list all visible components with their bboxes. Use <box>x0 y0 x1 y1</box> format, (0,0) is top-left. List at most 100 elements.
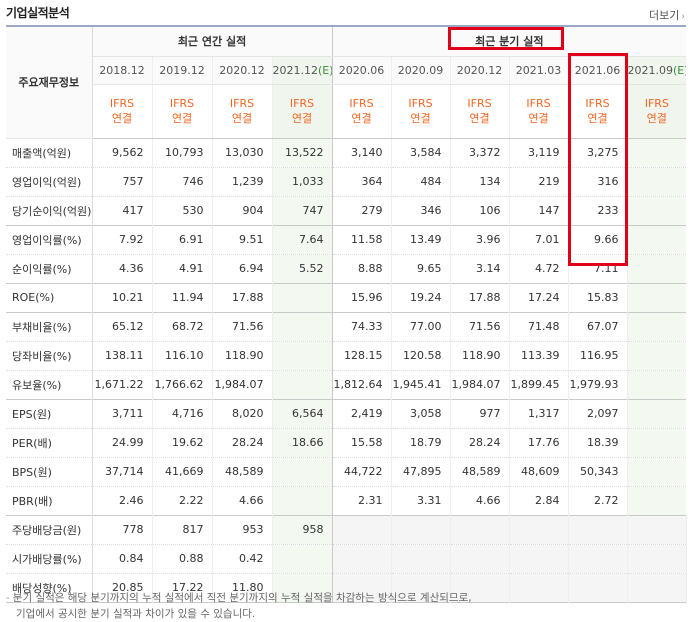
quarter-cell: 9.66 <box>568 224 628 255</box>
ifrs-badge: IFRS 연결 <box>272 84 333 139</box>
annual-cell: 417 <box>92 196 153 226</box>
ifrs-badge: IFRS 연결 <box>332 84 392 139</box>
quarter-cell: 47,895 <box>391 457 451 487</box>
annual-cell: 4,716 <box>152 398 213 429</box>
ifrs-badge: IFRS 연결 <box>391 84 451 139</box>
row-label: 시가배당률(%) <box>6 544 93 574</box>
quarter-period-5: 2021.09(E) <box>627 56 687 85</box>
row-label: 당기순이익(억원) <box>6 196 93 226</box>
table-row: 영업이익(억원) 757 746 1,239 1,033 364 484 134 219 316 <box>6 167 687 197</box>
table-row: PBR(배) 2.46 2.22 4.66 2.31 3.31 4.66 2.84 2.72 <box>6 486 687 516</box>
quarter-cell: 8.88 <box>332 254 392 284</box>
quarter-cell: 71.48 <box>509 311 569 342</box>
quarter-cell: 2,419 <box>332 398 392 429</box>
annual-cell: 747 <box>272 196 333 226</box>
table-row: 유보율(%) 1,671.22 1,766.62 1,984.07 1,812.64 1,… <box>6 370 687 400</box>
quarter-cell <box>627 486 687 516</box>
quarter-cell <box>627 428 687 458</box>
quarter-cell <box>627 573 687 603</box>
annual-cell <box>272 544 333 574</box>
quarter-cell: 484 <box>391 167 451 197</box>
footnote-line1: 분기 실적은 해당 분기까지의 누적 실적에서 직전 분기까지의 누적 실적을 … <box>12 592 472 604</box>
annual-cell: 6.91 <box>152 224 213 255</box>
quarter-cell <box>509 514 569 545</box>
quarter-cell <box>509 544 569 574</box>
quarter-cell: 4.66 <box>450 486 510 516</box>
annual-cell: 4.91 <box>152 254 213 284</box>
quarter-cell: 17.24 <box>509 282 569 313</box>
quarter-cell: 3,140 <box>332 138 392 168</box>
quarter-cell: 18.39 <box>568 428 628 458</box>
quarter-cell: 1,945.41 <box>391 370 451 400</box>
quarter-cell <box>332 544 392 574</box>
quarter-cell <box>627 282 687 313</box>
annual-cell: 817 <box>152 514 213 545</box>
annual-cell: 2.46 <box>92 486 153 516</box>
quarter-cell <box>627 370 687 400</box>
row-label: 매출액(억원) <box>6 138 93 168</box>
table-row: 주당배당금(원) 778 817 953 958 <box>6 514 687 545</box>
quarter-cell <box>568 544 628 574</box>
quarter-cell: 15.58 <box>332 428 392 458</box>
annual-cell: 28.24 <box>212 428 273 458</box>
quarter-cell <box>568 573 628 603</box>
annual-period-0: 2018.12 <box>92 56 153 85</box>
annual-cell: 757 <box>92 167 153 197</box>
more-link[interactable]: 더보기 › <box>649 7 685 23</box>
quarter-cell: 134 <box>450 167 510 197</box>
row-label: 주당배당금(원) <box>6 514 93 545</box>
footnote: - 분기 실적은 해당 분기까지의 누적 실적에서 직전 분기까지의 누적 실적을… <box>6 590 472 622</box>
annual-cell <box>272 573 333 603</box>
quarter-cell: 2.31 <box>332 486 392 516</box>
row-label: EPS(원) <box>6 398 93 429</box>
table-row: 시가배당률(%) 0.84 0.88 0.42 <box>6 544 687 574</box>
quarter-cell <box>627 341 687 371</box>
quarter-cell: 4.72 <box>509 254 569 284</box>
quarter-highlight-box <box>448 27 564 50</box>
annual-cell: 904 <box>212 196 273 226</box>
quarter-cell: 346 <box>391 196 451 226</box>
quarter-cell <box>627 398 687 429</box>
quarter-period-2: 2020.12 <box>450 56 510 85</box>
row-header-label: 주요재무정보 <box>6 26 93 139</box>
quarter-group-header: 최근 분기 실적 <box>332 26 687 57</box>
ifrs-badge: IFRS 연결 <box>92 84 153 139</box>
quarter-cell: 116.95 <box>568 341 628 371</box>
row-label: 순이익률(%) <box>6 254 93 284</box>
annual-cell <box>272 341 333 371</box>
quarter-cell: 9.65 <box>391 254 451 284</box>
quarter-cell: 113.39 <box>509 341 569 371</box>
annual-cell: 0.88 <box>152 544 213 574</box>
ifrs-badge: IFRS 연결 <box>212 84 273 139</box>
table-row: 영업이익률(%) 7.92 6.91 9.51 7.64 11.58 13.49 3.96 7.… <box>6 224 687 255</box>
table-row: BPS(원) 37,714 41,669 48,589 44,722 47,895 48,5… <box>6 457 687 487</box>
annual-cell: 0.84 <box>92 544 153 574</box>
annual-cell: 116.10 <box>152 341 213 371</box>
annual-cell: 37,714 <box>92 457 153 487</box>
annual-cell: 13,522 <box>272 138 333 168</box>
annual-cell: 1,033 <box>272 167 333 197</box>
row-label: 당좌비율(%) <box>6 341 93 371</box>
table-row: 부채비율(%) 65.12 68.72 71.56 74.33 77.00 71.56 71.… <box>6 311 687 342</box>
chevron-right-icon: › <box>681 12 685 22</box>
quarter-cell <box>509 573 569 603</box>
table-row: 매출액(억원) 9,562 10,793 13,030 13,522 3,140 3,584… <box>6 138 687 168</box>
quarter-cell <box>627 514 687 545</box>
ifrs-badge: IFRS 연결 <box>450 84 510 139</box>
annual-cell: 4.36 <box>92 254 153 284</box>
annual-cell <box>272 282 333 313</box>
quarter-cell: 17.88 <box>450 282 510 313</box>
quarter-cell: 17.76 <box>509 428 569 458</box>
annual-cell: 1,671.22 <box>92 370 153 400</box>
quarter-cell: 120.58 <box>391 341 451 371</box>
quarter-cell: 7.01 <box>509 224 569 255</box>
quarter-cell <box>332 573 392 603</box>
annual-cell: 0.42 <box>212 544 273 574</box>
annual-cell: 19.62 <box>152 428 213 458</box>
annual-cell: 530 <box>152 196 213 226</box>
annual-cell: 8,020 <box>212 398 273 429</box>
annual-cell: 9,562 <box>92 138 153 168</box>
quarter-period-0: 2020.06 <box>332 56 392 85</box>
quarter-cell <box>627 167 687 197</box>
page-title: 기업실적분석 <box>6 6 70 20</box>
